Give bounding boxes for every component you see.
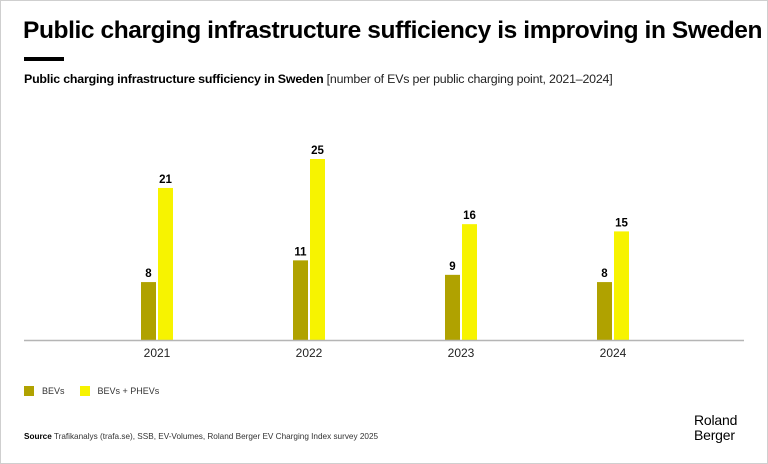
bar-bevs-phevs-2022 [310,159,325,340]
x-tick-label-2022: 2022 [296,346,323,360]
bar-bevs-2024 [597,282,612,340]
legend-item-bevs-phevs: BEVs + PHEVs [79,386,160,396]
bar-bevs-phevs-2021 [158,187,173,340]
bars-group [141,159,629,340]
labels-group: 8 21 2021 11 25 2022 9 16 2023 8 15 2024 [144,145,629,360]
bar-bevs-2021 [141,282,156,340]
data-label-bevs-2022: 11 [294,246,307,258]
bar-bevs-2022 [293,260,308,340]
data-label-bevs-2023: 9 [449,261,455,273]
legend-label-bevs: BEVs [42,386,65,396]
data-label-bevs-2021: 8 [145,268,152,280]
subtitle-bold: Public charging infrastructure sufficien… [24,72,324,86]
logo-line-1: Roland [694,412,738,428]
legend: BEVs BEVs + PHEVs [24,386,174,396]
x-tick-label-2024: 2024 [600,346,627,360]
logo-line-2: Berger [694,427,735,443]
legend-swatch-bevs [24,386,34,396]
subtitle-unit: [number of EVs per public charging point… [323,72,613,86]
data-label-bevs-phevs-2021: 21 [159,174,172,186]
data-label-bevs-phevs-2024: 15 [615,217,628,229]
x-tick-label-2021: 2021 [144,346,171,360]
roland-berger-logo: Roland Berger [694,413,737,443]
data-label-bevs-2024: 8 [601,268,608,280]
source-text: Trafikanalys (trafa.se), SSB, EV-Volumes… [51,432,379,441]
bar-bevs-phevs-2023 [462,224,477,340]
source-note: Source Trafikanalys (trafa.se), SSB, EV-… [24,432,378,441]
bar-bevs-phevs-2024 [614,231,629,340]
title-underline [24,57,64,61]
legend-swatch-bevs-phevs [79,386,90,396]
page-title: Public charging infrastructure sufficien… [23,17,763,44]
data-label-bevs-phevs-2023: 16 [463,210,476,222]
source-label: Source [24,432,52,441]
x-tick-label-2023: 2023 [448,346,475,360]
legend-item-bevs: BEVs [24,386,65,396]
legend-label-bevs-phevs: BEVs + PHEVs [97,386,160,396]
bar-bevs-2023 [445,274,460,340]
chart-subtitle: Public charging infrastructure sufficien… [24,72,613,86]
data-label-bevs-phevs-2022: 25 [311,145,324,157]
